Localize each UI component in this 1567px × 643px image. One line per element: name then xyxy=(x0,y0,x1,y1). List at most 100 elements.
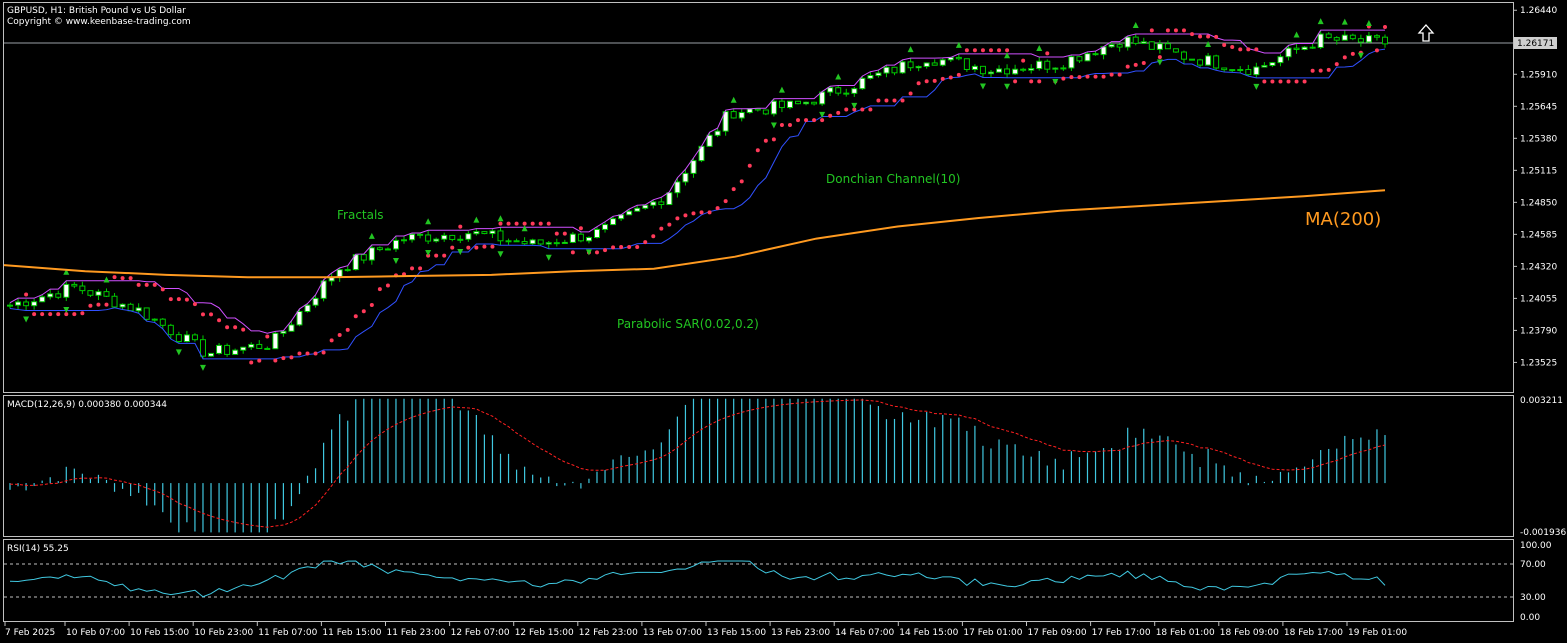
candle-body xyxy=(626,210,633,216)
sar-dot xyxy=(353,314,358,319)
sar-dot xyxy=(1270,79,1275,84)
sar-dot xyxy=(466,245,471,250)
sar-dot xyxy=(1190,32,1195,37)
candle-body xyxy=(819,91,826,105)
sar-dot xyxy=(619,244,624,249)
sar-dot xyxy=(522,221,527,226)
sar-dot xyxy=(635,244,640,249)
sar-dot xyxy=(289,355,294,360)
candle-body xyxy=(529,239,536,245)
sar-dot xyxy=(860,107,865,112)
price-tick-label: 1.24585 xyxy=(1520,230,1557,240)
sar-dot xyxy=(643,240,648,245)
fractal-down-marker xyxy=(1156,59,1163,66)
sar-dot xyxy=(369,303,374,308)
candle-body xyxy=(803,101,810,105)
candle-body xyxy=(1132,36,1139,44)
sar-dot xyxy=(184,297,189,302)
sar-dot xyxy=(313,351,318,356)
sar-dot xyxy=(1021,58,1026,63)
fractal-up-marker xyxy=(473,216,480,223)
fractal-down-marker xyxy=(392,257,399,264)
fractal-up-marker xyxy=(1293,31,1300,38)
candle-body xyxy=(1221,67,1228,71)
sar-dot xyxy=(1254,47,1259,52)
candle-body xyxy=(875,72,882,77)
sar-dot xyxy=(361,309,366,314)
time-tick-label: 12 Feb 23:00 xyxy=(579,628,638,638)
candle-body xyxy=(658,201,665,206)
candle-body xyxy=(891,66,898,74)
fractal-up-marker xyxy=(425,218,432,225)
rsi-level-0: 0.00 xyxy=(1520,613,1540,623)
candle-body xyxy=(577,233,584,242)
candle-body xyxy=(232,349,239,355)
time-tick-label: 17 Feb 01:00 xyxy=(963,628,1022,638)
fractal-up-marker xyxy=(1341,18,1348,25)
candle-body xyxy=(1237,69,1244,72)
time-tick-label: 14 Feb 15:00 xyxy=(899,628,958,638)
candle-body xyxy=(1076,56,1083,62)
candle-body xyxy=(610,218,617,226)
candle-body xyxy=(987,71,994,75)
fractal-up-marker xyxy=(1317,18,1324,25)
candle-body xyxy=(1205,55,1212,66)
time-tick-label: 11 Feb 23:00 xyxy=(387,628,446,638)
candle-body xyxy=(1365,35,1372,43)
sar-dot xyxy=(24,292,29,297)
sar-dot xyxy=(1037,79,1042,84)
sar-dot xyxy=(940,76,945,81)
sar-dot xyxy=(329,338,334,343)
time-tick-label: 14 Feb 07:00 xyxy=(835,628,894,638)
candle-body xyxy=(63,283,70,298)
sar-dot xyxy=(1181,28,1186,33)
fractal-down-marker xyxy=(425,250,432,257)
time-axis: 7 Feb 2025 10 Feb 07:00 10 Feb 15:00 10 Feb… xyxy=(4,622,1407,638)
candle-body xyxy=(762,109,769,115)
sar-dot xyxy=(779,123,784,128)
time-tick-label: 11 Feb 07:00 xyxy=(258,628,317,638)
time-tick-label: 18 Feb 17:00 xyxy=(1284,628,1343,638)
candle-body xyxy=(79,285,86,292)
current-price-tag xyxy=(1514,37,1557,49)
candle-body xyxy=(593,228,600,238)
rsi-level-100: 100.00 xyxy=(1520,541,1552,551)
candle-body xyxy=(722,111,729,132)
candle-body xyxy=(417,233,424,236)
sar-dot xyxy=(442,253,447,258)
candle-body xyxy=(1229,69,1236,72)
sar-dot xyxy=(868,107,873,112)
candle-body xyxy=(746,108,753,114)
candle-body xyxy=(778,100,785,109)
sar-dot xyxy=(458,224,463,229)
sar-dot xyxy=(900,98,905,103)
candle-body xyxy=(1092,53,1099,56)
candle-body xyxy=(360,254,367,261)
fractal-up-marker xyxy=(730,96,737,103)
sar-dot xyxy=(64,312,69,317)
fractals xyxy=(23,18,1372,371)
candle-body xyxy=(851,88,858,94)
sar-dot xyxy=(538,221,543,226)
time-tick-label: 12 Feb 15:00 xyxy=(515,628,574,638)
fractal-up-marker xyxy=(63,268,70,275)
sar-dot xyxy=(812,118,817,123)
candle-body xyxy=(23,301,30,307)
sar-dot xyxy=(88,303,93,308)
rsi-line xyxy=(9,560,1386,598)
sar-dot xyxy=(594,250,599,255)
candle-body xyxy=(119,303,126,308)
sar-dot xyxy=(1383,24,1387,29)
price-tick-label: 1.24850 xyxy=(1520,198,1557,208)
candle-body xyxy=(256,343,263,349)
sar-dot xyxy=(450,245,455,250)
price-axis: 1.26440 1.25910 1.25645 1.25380 1.25115 1.248… xyxy=(1513,6,1557,368)
sar-dot xyxy=(1141,60,1146,65)
candle-body xyxy=(87,290,94,296)
candle-body xyxy=(682,172,689,183)
candle-body xyxy=(553,242,560,245)
candle-body xyxy=(939,59,946,66)
sar-dot xyxy=(1093,74,1098,79)
candle-body xyxy=(1036,60,1043,70)
